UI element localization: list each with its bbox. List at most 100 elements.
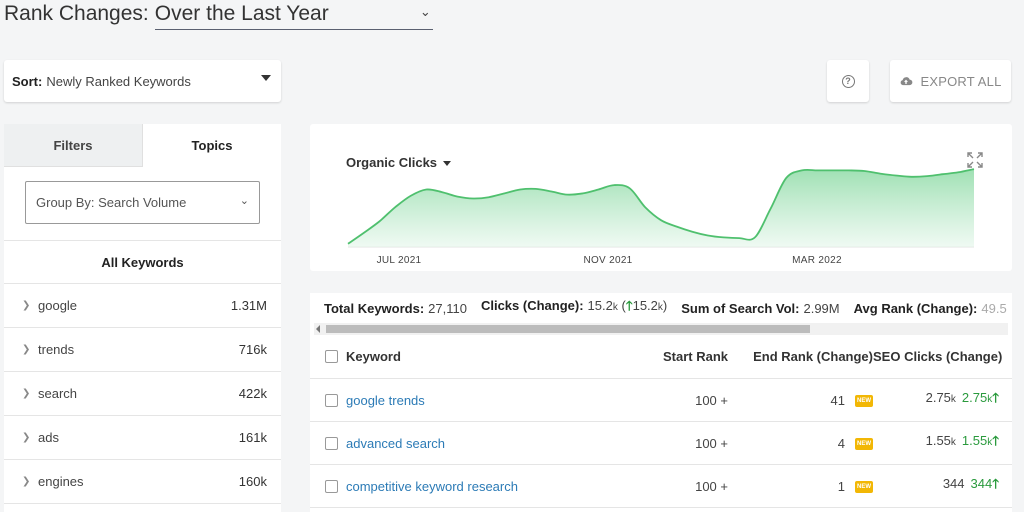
row-checkbox[interactable] <box>325 393 338 407</box>
topic-row[interactable]: ❯ trends 716k <box>4 328 281 372</box>
scroll-left-icon[interactable] <box>316 325 320 333</box>
end-rank-cell: 4 NEW <box>728 436 873 451</box>
topic-volume: 422k <box>238 386 267 401</box>
topic-row[interactable]: ❯ engines 160k <box>4 460 281 504</box>
new-badge: NEW <box>855 395 873 408</box>
seo-clicks-cell: 344 344🡑 <box>873 475 999 497</box>
help-icon: ? <box>841 74 855 88</box>
table-header: Keyword Start Rank End Rank (Change) SEO… <box>310 335 1012 379</box>
header-start-rank[interactable]: Start Rank <box>662 349 728 364</box>
start-rank-cell: 100 + <box>695 435 728 451</box>
seo-clicks-unit: k <box>950 437 956 448</box>
sort-label: Sort: <box>12 73 43 89</box>
seo-clicks-cell: 2.75k 2.75k🡑 <box>873 389 999 411</box>
chevron-down-icon: ⌄ <box>239 195 249 207</box>
seo-change-unit: k <box>987 394 993 405</box>
total-keywords-value: 27,110 <box>428 300 467 316</box>
avg-rank-label: Avg Rank (Change): <box>853 300 978 316</box>
chart-area <box>348 169 974 247</box>
tab-topics[interactable]: Topics <box>143 124 281 167</box>
cloud-upload-icon <box>901 77 913 86</box>
clicks-unit: k <box>612 302 618 313</box>
avg-rank-change: Avg Rank (Change): 49.5 <box>854 301 1007 316</box>
seo-change-unit: k <box>987 437 993 448</box>
page-title: Rank Changes: <box>4 2 149 25</box>
arrow-up-icon: 🡑 <box>992 433 999 448</box>
summary-bar: Total Keywords: 27,110 Clicks (Change): 15… <box>310 293 1012 323</box>
sort-dropdown[interactable]: Sort: Newly Ranked Keywords <box>4 60 281 102</box>
help-button[interactable]: ? <box>827 60 869 102</box>
topic-name: google <box>38 298 78 313</box>
table-row: google trends 100 + 41 NEW 2.75k 2.75k🡑 <box>310 379 1012 422</box>
end-rank-value: 41 <box>830 392 845 408</box>
new-badge: NEW <box>855 481 873 494</box>
row-checkbox[interactable] <box>325 479 338 493</box>
all-keywords-item[interactable]: All Keywords <box>4 241 281 284</box>
keywords-table-card: Total Keywords: 27,110 Clicks (Change): 15… <box>310 293 1012 512</box>
expand-icon[interactable] <box>966 151 984 169</box>
clicks-value: 15.2 <box>587 298 613 313</box>
avg-rank-value: 49.5 <box>981 300 1007 316</box>
organic-clicks-area-chart <box>347 168 975 248</box>
x-tick-label: MAR 2022 <box>792 255 842 266</box>
divider <box>4 240 281 241</box>
topic-row[interactable]: ❯ ads 161k <box>4 416 281 460</box>
chevron-right-icon: ❯ <box>22 432 31 443</box>
clicks-change-value: 15.2 <box>632 298 658 313</box>
seo-clicks-change: 1.55k🡑 <box>962 433 999 448</box>
sum-vol-value: 2.99M <box>803 300 840 316</box>
panel-tabs: Filters Topics <box>4 124 281 167</box>
chevron-right-icon: ❯ <box>22 300 31 311</box>
chevron-right-icon: ❯ <box>22 344 31 355</box>
select-all-checkbox[interactable] <box>325 350 338 363</box>
seo-clicks-value: 1.55 <box>925 433 951 448</box>
chevron-right-icon: ❯ <box>22 388 31 399</box>
tab-filters[interactable]: Filters <box>4 124 143 167</box>
end-rank-value: 4 <box>837 435 845 451</box>
total-keywords-label: Total Keywords: <box>324 300 425 316</box>
start-rank-cell: 100 + <box>695 392 728 408</box>
arrow-up-icon: 🡑 <box>625 298 633 313</box>
chart-metric-dropdown[interactable]: Organic Clicks <box>346 155 452 170</box>
topic-row[interactable]: ❯ search 422k <box>4 372 281 416</box>
arrow-up-icon: 🡑 <box>992 476 999 491</box>
clicks-change-unit: k <box>657 302 663 313</box>
topic-volume: 716k <box>238 342 267 357</box>
seo-clicks-cell: 1.55k 1.55k🡑 <box>873 432 999 454</box>
chevron-down-icon: ⌄ <box>419 4 431 19</box>
organic-clicks-chart-card: Organic Clicks JUL 2021 NOV 2021 MAR 202… <box>310 124 1012 271</box>
table-row: advanced search 100 + 4 NEW 1.55k 1.55k🡑 <box>310 422 1012 465</box>
scrollbar-thumb[interactable] <box>326 325 810 333</box>
period-select[interactable]: Over the Last Year ⌄ <box>154 0 433 30</box>
header-seo-clicks[interactable]: SEO Clicks (Change) <box>873 349 1003 364</box>
seo-clicks-value: 344 <box>942 476 965 491</box>
header-end-rank[interactable]: End Rank (Change) <box>753 349 873 364</box>
seo-clicks-unit: k <box>950 394 956 405</box>
keyword-link[interactable]: google trends <box>346 392 425 408</box>
start-rank-cell: 100 + <box>695 478 728 494</box>
group-by-select[interactable]: Group By: Search Volume ⌄ <box>25 181 260 224</box>
sum-search-volume: Sum of Search Vol: 2.99M <box>681 301 839 316</box>
clicks-change: Clicks (Change): 15.2k (🡑15.2k) <box>481 297 667 319</box>
x-tick-label: JUL 2021 <box>376 255 422 266</box>
export-all-button[interactable]: EXPORT ALL <box>890 60 1011 102</box>
chevron-right-icon: ❯ <box>22 476 31 487</box>
clicks-label: Clicks (Change): <box>480 298 584 313</box>
header-keyword[interactable]: Keyword <box>346 349 401 364</box>
arrow-up-icon: 🡑 <box>992 390 999 405</box>
topic-name: ads <box>38 430 59 445</box>
topic-row[interactable]: ❯ google 1.31M <box>4 284 281 328</box>
sort-value: Newly Ranked Keywords <box>46 73 191 89</box>
row-checkbox[interactable] <box>325 436 338 450</box>
keyword-link[interactable]: competitive keyword research <box>346 478 518 494</box>
keyword-link[interactable]: advanced search <box>346 435 446 451</box>
paren-close: ) <box>662 298 668 313</box>
seo-clicks-change: 344🡑 <box>971 476 999 491</box>
horizontal-scrollbar[interactable] <box>314 323 1008 335</box>
topic-name: trends <box>38 342 75 357</box>
topics-panel: Filters Topics Group By: Search Volume ⌄… <box>4 124 281 512</box>
paren-open: ( <box>621 298 626 313</box>
caret-down-icon <box>443 161 452 167</box>
end-rank-value: 1 <box>837 478 845 494</box>
seo-change-value: 1.55 <box>961 433 988 448</box>
